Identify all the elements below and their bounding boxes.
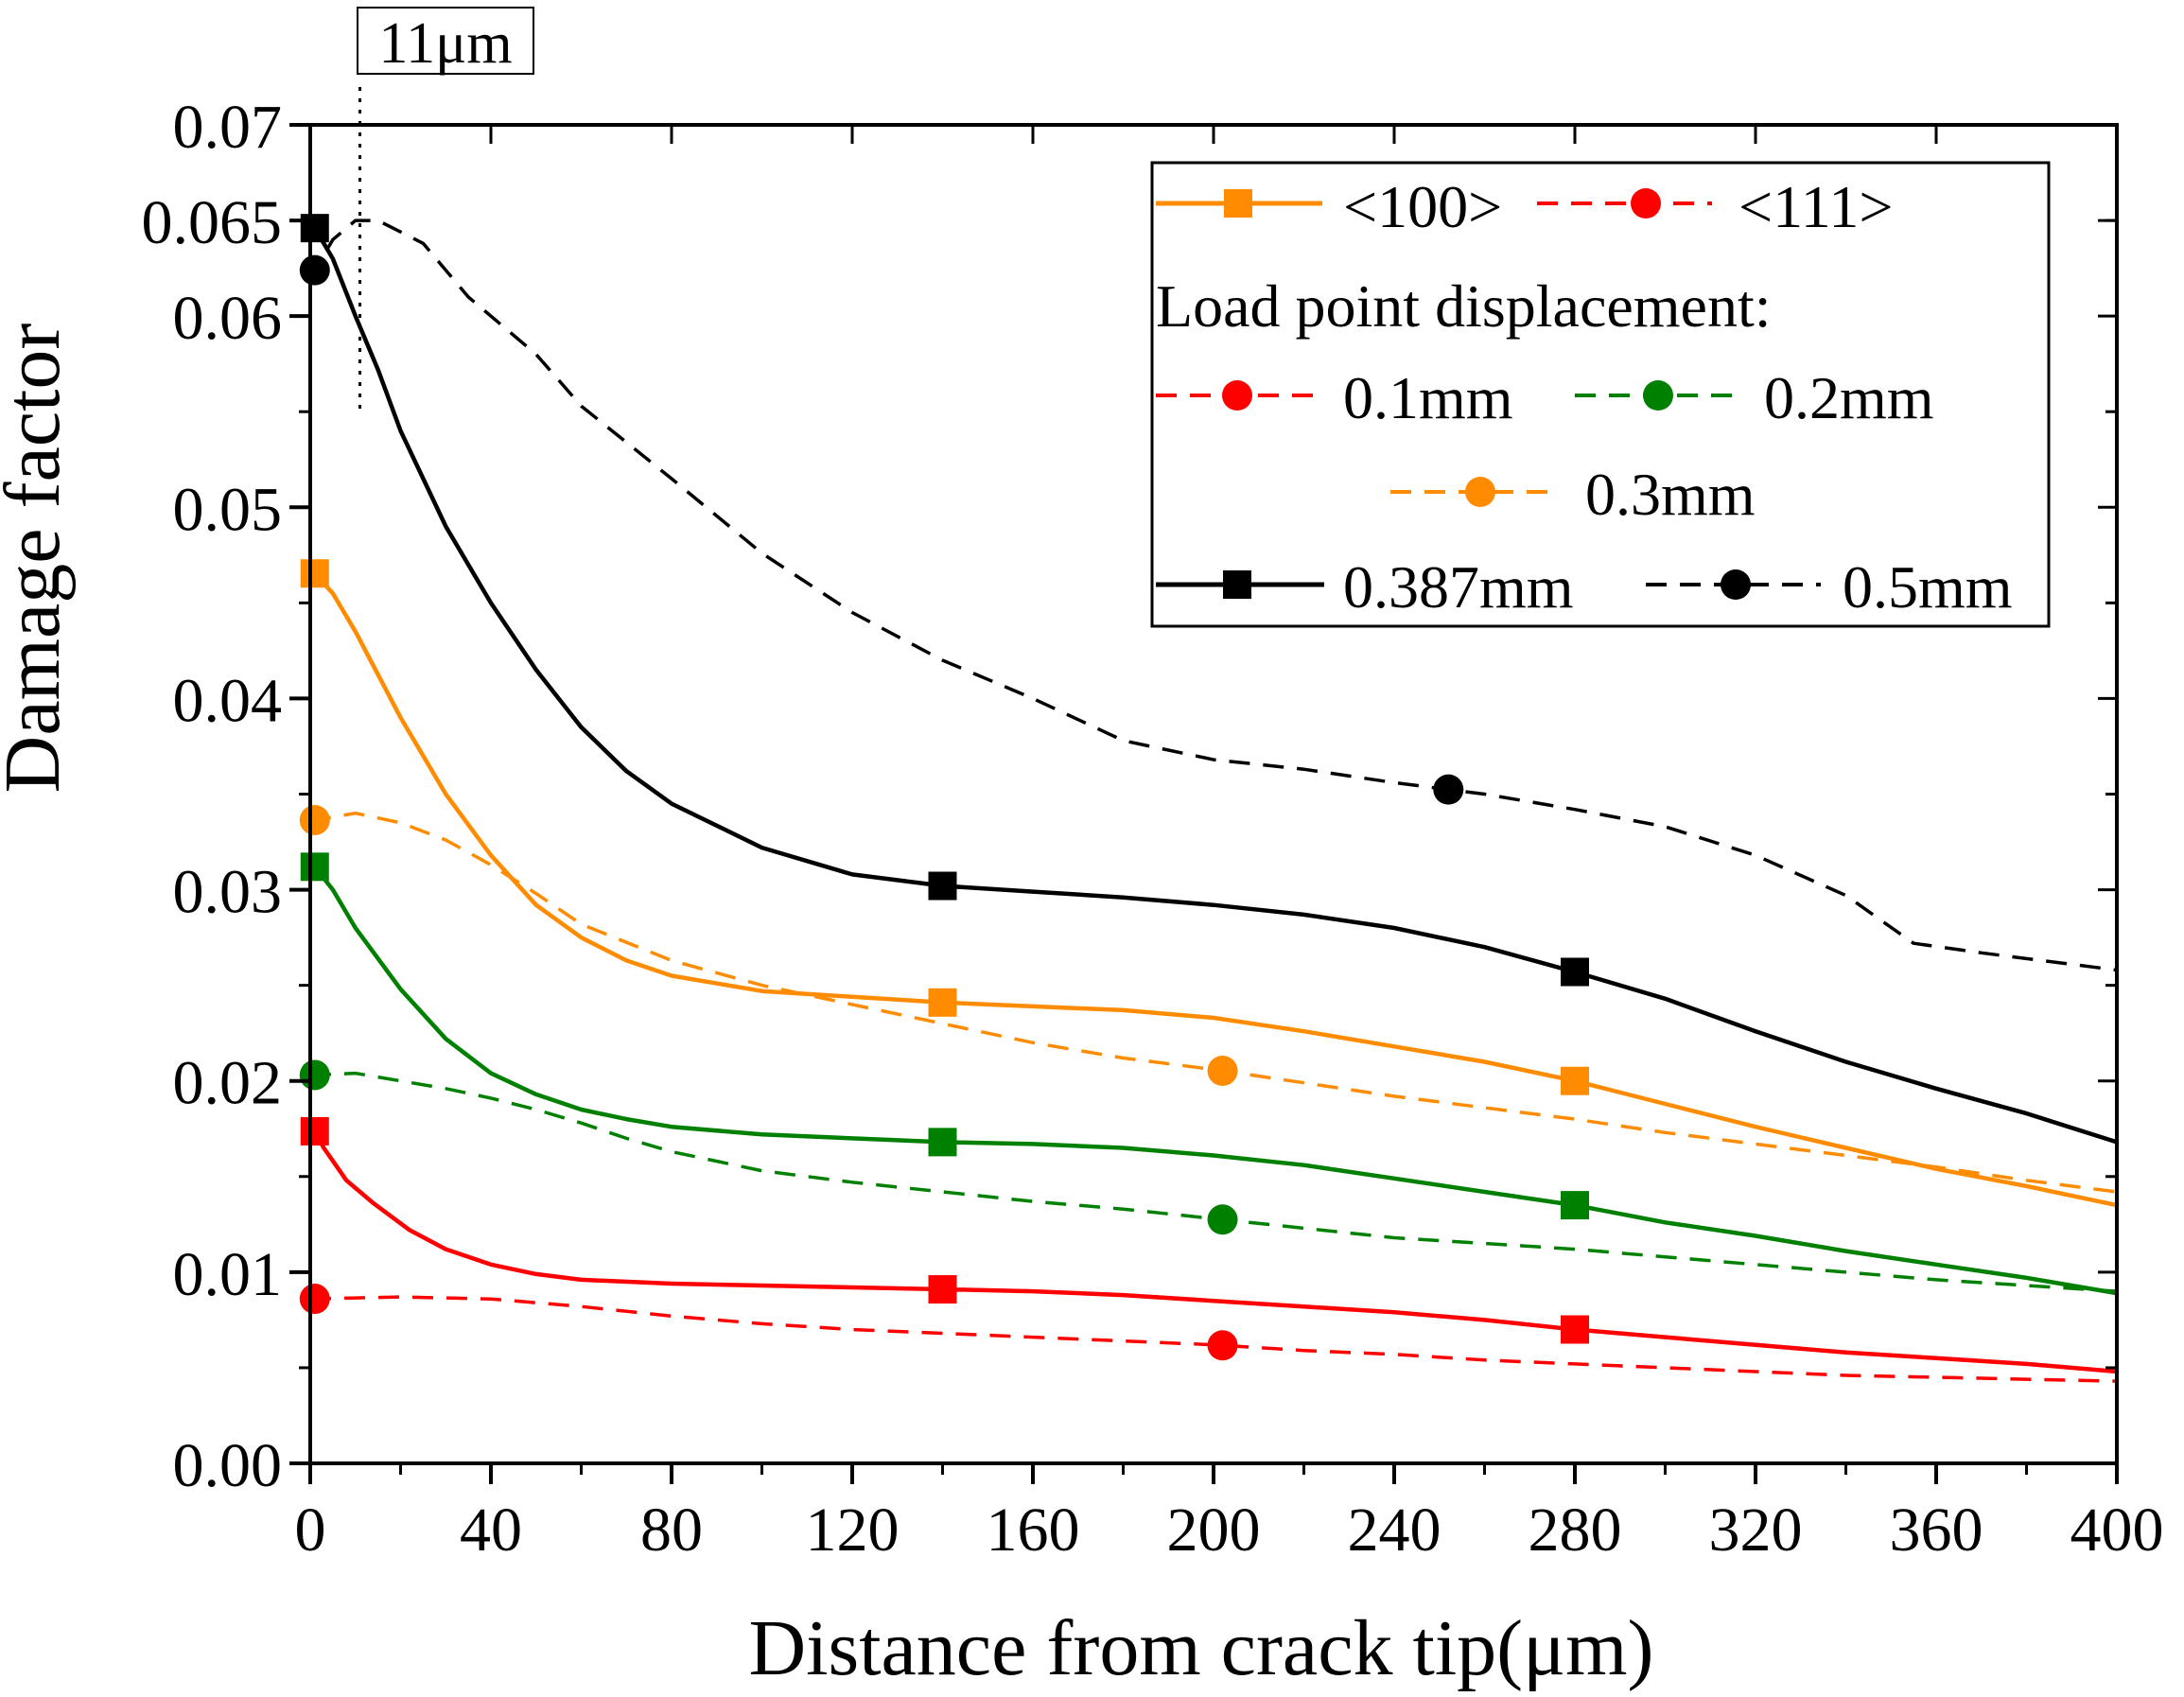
x-tick-label-40: 40 [460,1496,522,1565]
x-tick-label-80: 80 [640,1496,703,1565]
legend-marker-111 [1631,188,1661,219]
y-tick-label-0.02: 0.02 [173,1049,283,1118]
x-tick-label-240: 240 [1348,1496,1441,1565]
y-tick-label-0.05: 0.05 [173,475,283,544]
series-marker-0.387mm-100-1 [928,871,957,901]
legend-marker-0.387mm [1223,570,1251,599]
y-tick-label-0.00: 0.00 [173,1431,283,1500]
legend-label-0.3mm: 0.3mm [1585,461,1756,528]
legend: <100> <111> Load point displacement: 0.1… [1150,161,2051,628]
tick-layer: 0 40 80 120 160 200 240 280 320 360 400 0.00 0.01 0.0… [142,93,2164,1565]
annotation-label: 11μm [378,11,512,76]
series-marker-0.2mm-111-1 [1207,1204,1238,1235]
series-marker-0.3mm-100-0 [300,559,329,588]
series-marker-0.3mm-111-0 [299,804,330,835]
series-layer [299,214,2118,1383]
series-line-0.2mm-100 [308,859,2118,1296]
legend-label-111: <111> [1738,173,1893,240]
x-tick-label-120: 120 [806,1496,900,1565]
x-tick-label-160: 160 [987,1496,1080,1565]
y-tick-label-0.07: 0.07 [173,93,283,162]
legend-marker-0.1mm [1222,380,1252,411]
series-line-0.5mm-111 [308,219,2118,972]
series-marker-0.1mm-100-0 [300,1116,329,1146]
series-marker-0.2mm-100-0 [300,852,329,882]
legend-label-0.387mm: 0.387mm [1343,553,1574,621]
x-tick-label-280: 280 [1529,1496,1622,1565]
legend-label-0.1mm: 0.1mm [1343,364,1513,431]
x-tick-label-320: 320 [1709,1496,1803,1565]
series-line-0.3mm-100 [308,567,2118,1208]
annotation-box [357,7,534,75]
series-marker-0.5mm-111-1 [1433,774,1464,805]
legend-marker-100 [1224,189,1252,218]
y-tick-label-0.06: 0.06 [173,284,283,353]
series-marker-0.3mm-100-2 [1561,1066,1589,1095]
series-marker-0.1mm-100-2 [1561,1315,1589,1344]
y-axis-label: Damage factor [0,324,77,794]
legend-marker-0.5mm [1721,569,1751,600]
legend-marker-0.3mm [1465,477,1495,507]
series-marker-0.5mm-111-0 [299,254,330,286]
series-line-0.2mm-111 [309,1071,2118,1293]
legend-label-0.2mm: 0.2mm [1764,364,1934,431]
series-marker-0.3mm-111-1 [1207,1056,1238,1087]
series-marker-0.2mm-100-1 [928,1128,957,1157]
series-marker-0.2mm-100-2 [1561,1191,1589,1220]
series-marker-0.387mm-100-2 [1561,957,1589,987]
series-line-0.3mm-111 [309,811,2118,1194]
series-marker-0.1mm-100-1 [928,1275,957,1304]
x-axis-label: Distance from crack tip(μm) [749,1604,1654,1692]
y-tick-label-0.04: 0.04 [173,666,283,735]
x-tick-label-360: 360 [1890,1496,1983,1565]
legend-label-100: <100> [1343,173,1502,240]
series-marker-0.387mm-100-0 [300,214,329,243]
series-marker-0.2mm-111-0 [299,1059,330,1091]
series-line-0.1mm-100 [308,1122,2118,1374]
legend-marker-0.2mm [1643,380,1673,411]
y-tick-label-0.065: 0.065 [142,188,283,257]
y-tick-label-0.03: 0.03 [173,858,283,927]
series-marker-0.1mm-111-1 [1207,1330,1238,1361]
series-marker-0.3mm-100-1 [928,988,957,1017]
legend-heading: Load point displacement: [1156,272,1772,340]
x-tick-label-400: 400 [2070,1496,2164,1565]
legend-label-0.5mm: 0.5mm [1843,553,2013,621]
x-tick-label-0: 0 [295,1496,326,1565]
y-tick-label-0.01: 0.01 [173,1240,283,1309]
x-tick-label-200: 200 [1167,1496,1261,1565]
annotation-layer: 11μm [357,7,534,412]
series-marker-0.1mm-111-0 [299,1284,330,1315]
